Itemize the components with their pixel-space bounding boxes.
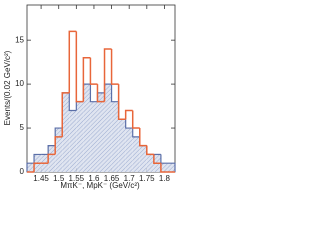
hist-step	[139, 136, 147, 147]
hist-step	[146, 145, 154, 156]
hist-step	[103, 48, 112, 102]
hist-bar-fill	[125, 128, 133, 172]
hist-step	[118, 101, 126, 120]
y-tick-label: 10	[15, 79, 24, 88]
hist-step	[47, 145, 56, 155]
hist-step	[89, 84, 98, 103]
x-tick-label: 1.65	[104, 174, 120, 183]
hist-step	[117, 84, 126, 121]
hist-bar-fill	[90, 101, 98, 172]
hist-bar-fill	[55, 128, 63, 172]
hist-bar-fill	[139, 145, 147, 172]
x-tick-label: 1.75	[139, 174, 155, 183]
x-tick-label: 1.55	[69, 174, 85, 183]
hist-bar-fill	[76, 101, 84, 172]
y-axis-label: Events/(0.02 GeV/c²)	[3, 50, 12, 125]
x-axis-label: MπK⁻, MpK⁻ (GeV/c²)	[60, 181, 140, 190]
hist-step	[167, 162, 176, 172]
hist-step	[125, 119, 133, 129]
y-tick-label: 5	[20, 123, 25, 132]
hist-step	[146, 145, 154, 156]
hist-step	[47, 153, 56, 164]
hist-step	[61, 92, 70, 137]
hist-bar-fill	[167, 163, 175, 172]
hist-bar-fill	[132, 136, 140, 172]
hist-step	[110, 84, 119, 103]
hist-step	[68, 30, 77, 93]
hist-step	[33, 162, 42, 172]
hist-step	[89, 57, 98, 85]
hist-bar-fill	[48, 145, 56, 172]
page: {"chart_data": {"type": "histogram", "x_…	[3, 4, 176, 191]
y-tick-label: 0	[20, 167, 25, 176]
hist-step	[96, 84, 105, 103]
hist-step	[139, 128, 147, 147]
hist-step	[110, 48, 119, 85]
chart: MπK⁻, MpK⁻ (GeV/c²) Events/(0.02 GeV/c²)…	[3, 4, 176, 190]
hist-bar-fill	[111, 101, 119, 172]
hist-step	[131, 110, 140, 129]
hist-bar-fill	[97, 92, 105, 172]
hist-step	[160, 163, 168, 173]
x-tick-label: 1.45	[33, 174, 49, 183]
x-tick-label: 1.8	[159, 174, 171, 183]
hist-step	[68, 92, 77, 112]
hist-bar-fill	[160, 163, 168, 172]
hist-step	[33, 153, 42, 164]
x-tick-label: 1.6	[88, 174, 100, 183]
hist-bar-fill	[27, 163, 35, 172]
hist-step	[124, 109, 133, 120]
hist-step	[132, 128, 140, 138]
hist-bar-fill	[146, 154, 154, 172]
hist-step	[54, 136, 63, 155]
x-tick-label: 1.7	[124, 174, 136, 183]
hist-step	[153, 154, 161, 164]
hist-bar-fill	[104, 84, 112, 172]
hist-bar-fill	[62, 92, 70, 172]
hist-step	[82, 56, 91, 102]
hist-bar-fill	[69, 110, 77, 172]
hist-step	[160, 154, 168, 164]
hist-bar-fill	[83, 84, 91, 172]
hist-bar-fill	[118, 119, 126, 172]
x-tick-label: 1.5	[53, 174, 65, 183]
hist-step	[75, 31, 84, 103]
hist-step	[26, 162, 35, 172]
y-tick-label: 15	[15, 35, 24, 44]
